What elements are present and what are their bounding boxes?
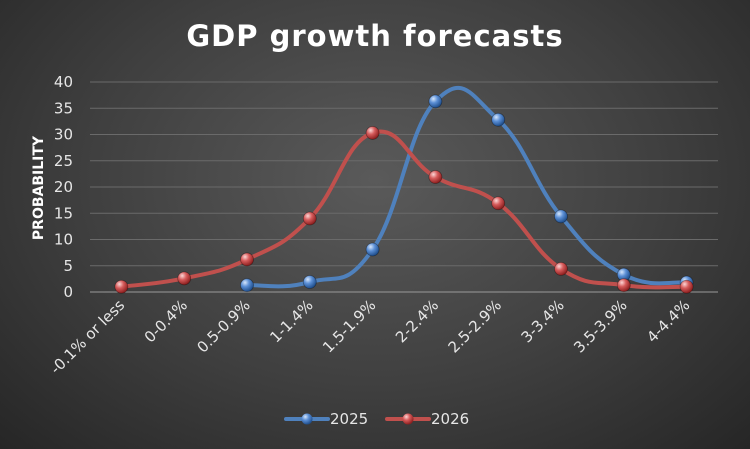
series-2026 (114, 126, 694, 294)
x-tick-label: 4-4.4% (643, 296, 693, 346)
x-tick-label: 3-3.4% (518, 296, 568, 346)
data-point-2025 (302, 275, 317, 289)
data-point-2026 (554, 261, 568, 276)
data-point-2025 (554, 209, 568, 224)
series-lines (114, 85, 694, 294)
x-tick-label: 1-1.4% (266, 296, 316, 346)
data-point-2026 (365, 126, 380, 140)
y-axis-ticks: 0 5 10 15 20 25 30 35 40 (54, 73, 73, 301)
legend-item-2025: 2025 (284, 410, 368, 428)
series-2025 (240, 85, 694, 293)
legend: 2025 2026 (284, 410, 469, 428)
x-tick-label: -0.1% or less (47, 296, 129, 378)
x-tick-label: 0.5-0.9% (193, 296, 253, 356)
y-tick-label: 30 (54, 126, 73, 144)
gridlines (90, 81, 718, 293)
x-tick-label: 2-2.4% (392, 296, 442, 346)
data-point-2026 (616, 278, 631, 293)
data-point-2026 (177, 271, 192, 286)
y-tick-label: 20 (54, 178, 73, 196)
x-tick-label: 2.5-2.9% (445, 296, 505, 356)
data-point-2026 (679, 279, 694, 294)
data-point-2025 (240, 278, 254, 293)
legend-item-2026: 2026 (385, 410, 469, 428)
legend-swatch-marker (402, 413, 414, 425)
y-axis-label: PROBABILITY (31, 135, 47, 240)
y-tick-label: 10 (54, 231, 73, 249)
data-point-2026 (491, 196, 506, 211)
y-tick-label: 15 (54, 204, 73, 222)
x-tick-label: 0-0.4% (141, 296, 191, 346)
y-tick-label: 35 (54, 99, 73, 117)
series-line-2025 (245, 85, 689, 289)
x-axis-ticks: -0.1% or less 0-0.4% 0.5-0.9% 1-1.4% 1.5-1.9… (47, 296, 694, 378)
legend-label: 2026 (431, 410, 469, 428)
data-point-2026 (428, 170, 443, 184)
y-tick-label: 25 (54, 152, 73, 170)
legend-label: 2025 (330, 410, 368, 428)
y-tick-label: 0 (63, 283, 73, 301)
chart-title: GDP growth forecasts (186, 19, 563, 53)
data-point-2025 (428, 94, 443, 109)
data-point-2026 (114, 279, 129, 294)
y-tick-label: 5 (63, 257, 73, 275)
series-line-2026 (119, 129, 689, 290)
x-tick-label: 1.5-1.9% (319, 296, 379, 356)
data-point-2026 (240, 252, 254, 267)
data-point-2025 (365, 242, 380, 257)
data-point-2025 (491, 112, 506, 127)
data-point-2026 (302, 211, 317, 226)
x-tick-label: 3.5-3.9% (570, 296, 630, 356)
y-tick-label: 40 (54, 73, 73, 91)
legend-swatch-marker (301, 413, 313, 425)
